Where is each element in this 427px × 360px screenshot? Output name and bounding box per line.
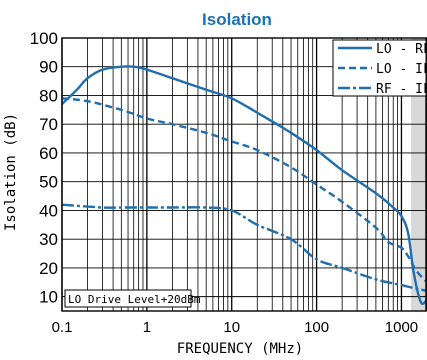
y-tick-label: 40 <box>39 201 58 220</box>
plot-frame <box>61 37 427 312</box>
y-tick-label: 90 <box>39 58 58 77</box>
legend-label-lo-rf: LO - RF <box>376 42 427 57</box>
annotation-box: LO Drive Level+20dBm <box>64 289 201 308</box>
annotation-text: LO Drive Level+20dBm <box>68 293 201 306</box>
x-tick-label: 0.1 <box>52 319 73 336</box>
x-axis-label: FREQUENCY (MHz) <box>177 341 303 357</box>
x-tick-labels: 0.1 1 10 100 1000 <box>52 319 419 336</box>
y-tick-label: 50 <box>39 173 58 192</box>
y-tick-label: 10 <box>39 288 58 307</box>
y-axis-label: Isolation (dB) <box>3 113 19 231</box>
chart-title: Isolation <box>202 10 272 29</box>
x-tick-label: 10 <box>223 319 240 336</box>
y-tick-label: 20 <box>39 259 58 278</box>
x-tick-label: 100 <box>304 319 329 336</box>
series-line-rf-if <box>61 203 427 293</box>
shaded-region <box>411 38 427 311</box>
series-line-lo-if <box>61 97 427 284</box>
series-line-lo-rf <box>61 65 427 306</box>
legend: LO - RF LO - IF RF - IF <box>332 39 427 97</box>
legend-box <box>332 39 427 97</box>
x-tick-label: 1000 <box>385 319 418 336</box>
y-tick-labels: 10 20 30 40 50 60 70 80 90 100 <box>30 29 58 307</box>
y-tick-label: 70 <box>39 115 58 134</box>
legend-label-rf-if: RF - IF <box>376 82 427 97</box>
y-tick-label: 30 <box>39 230 58 249</box>
y-tick-label: 80 <box>39 86 58 105</box>
y-tick-label: 100 <box>30 29 58 48</box>
legend-label-lo-if: LO - IF <box>376 62 427 77</box>
y-tick-label: 60 <box>39 144 58 163</box>
x-tick-label: 1 <box>143 319 151 336</box>
series-layer <box>61 65 427 306</box>
